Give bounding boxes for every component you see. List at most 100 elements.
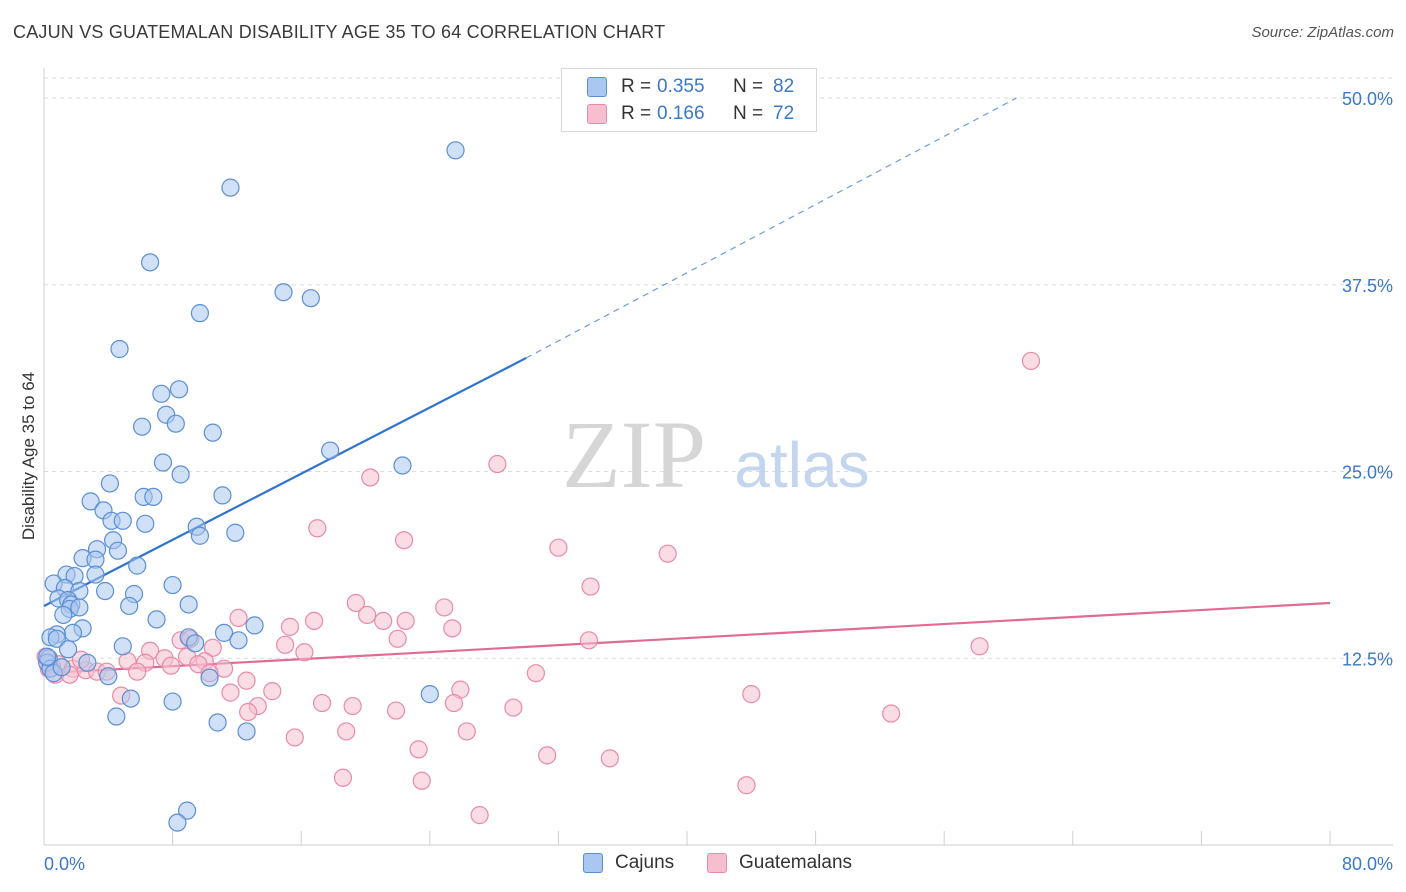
cajun-point <box>203 423 222 442</box>
label-layer: 12.5% 25.0% 37.5% 50.0% 0.0% 80.0% Disability … <box>19 89 1393 874</box>
cajun-point <box>147 610 166 629</box>
legend-r-value: 0.166 <box>657 103 705 124</box>
legend-row-cajuns: R = 0.355 N = 82 <box>587 75 794 99</box>
cajun-point <box>179 595 198 614</box>
cajun-point <box>186 634 205 653</box>
y-tick-label: 12.5% <box>1342 649 1393 669</box>
cajun-point <box>420 685 439 704</box>
cajun-point <box>52 658 71 677</box>
cajun-point <box>99 667 118 686</box>
guatemalan-point <box>412 771 431 790</box>
guatemalan-point <box>504 698 523 717</box>
cajun-point <box>121 689 140 708</box>
guatemalan-point <box>737 776 756 795</box>
cajun-point <box>153 453 173 472</box>
legend-n-value: 72 <box>773 103 795 124</box>
guatemalan-point <box>549 538 568 557</box>
source-label: Source: ZipAtlas.com <box>1251 24 1394 41</box>
watermark-zip: ZIP <box>562 401 706 508</box>
series-legend-cajuns[interactable]: Cajuns <box>583 852 674 874</box>
legend-n-label: N = <box>733 76 764 97</box>
guatemalan-point <box>581 577 600 596</box>
chart-title: CAJUN VS GUATEMALAN DISABILITY AGE 35 TO… <box>13 22 666 42</box>
cajun-point <box>86 565 105 584</box>
cajun-point <box>208 713 227 732</box>
guatemalan-point <box>409 740 428 759</box>
series-legend: Cajuns Guatemalans <box>0 852 1406 878</box>
guatemalan-point <box>444 693 464 713</box>
cajun-point <box>59 640 78 659</box>
guatemalan-point <box>457 722 476 741</box>
cajun-point <box>446 141 465 160</box>
guatemalan-point <box>295 643 314 662</box>
cajun-point <box>171 465 190 484</box>
cajun-point <box>169 380 189 399</box>
guatemalan-point <box>285 728 304 747</box>
cajun-point <box>47 629 66 648</box>
guatemalan-point <box>337 722 356 741</box>
cajun-point <box>166 414 185 433</box>
cajun-point <box>107 707 126 726</box>
y-tick-label: 25.0% <box>1342 463 1393 483</box>
points-layer <box>36 141 1041 832</box>
guatemalan-point <box>221 683 240 702</box>
cajun-point <box>245 616 264 635</box>
cajun-point <box>393 456 412 475</box>
guatemalan-point <box>343 696 362 716</box>
watermark-atlas: atlas <box>734 429 869 501</box>
cajun-point <box>113 511 132 530</box>
guatemalan-point <box>882 704 901 723</box>
guatemalan-point <box>276 635 295 654</box>
guatemalan-point <box>600 749 619 768</box>
cajun-point <box>163 575 182 595</box>
cajun-trend-extension <box>525 97 1017 359</box>
series-label-cajuns: Cajuns <box>615 852 675 873</box>
cajun-point <box>144 487 163 506</box>
cajun-point <box>63 623 83 642</box>
cajun-point <box>177 801 197 820</box>
guatemalan-point <box>443 619 462 638</box>
guatemalan-point <box>237 671 256 690</box>
cajun-point <box>221 178 240 197</box>
correlation-legend: R = 0.355 N = 82 R = 0.166 N = 72 <box>561 68 817 132</box>
guatemalan-point <box>161 656 181 675</box>
cajun-point <box>140 253 160 272</box>
cajun-point <box>213 486 232 505</box>
guatemalan-point <box>488 454 507 474</box>
cajun-point <box>95 581 115 601</box>
guatemalan-point <box>386 701 406 720</box>
guatemalan-point <box>346 593 365 613</box>
cajun-point <box>113 637 132 656</box>
cajun-point <box>128 556 147 575</box>
cajun-point <box>132 417 152 436</box>
series-legend-guatemalans[interactable]: Guatemalans <box>707 852 852 874</box>
guatemalan-point <box>526 664 545 683</box>
guatemalan-point <box>658 544 677 563</box>
guatemalan-point <box>312 693 332 713</box>
cajun-point <box>214 623 234 642</box>
legend-r-label: R = <box>621 103 652 124</box>
cajun-point <box>136 514 155 533</box>
series-label-guatemalans: Guatemalans <box>739 852 853 873</box>
cajun-point <box>274 283 293 302</box>
legend-r-value: 0.355 <box>657 76 705 97</box>
legend-n-label: N = <box>733 103 764 124</box>
guatemalan-point <box>394 531 414 550</box>
x-tick-label: 80.0% <box>1342 854 1393 874</box>
cajun-point <box>321 441 340 460</box>
cajun-point <box>70 598 89 617</box>
y-axis-title: Disability Age 35 to 64 <box>19 372 38 540</box>
cajun-trend-line <box>43 356 527 607</box>
cajun-point <box>54 605 73 625</box>
guatemalan-point <box>239 702 258 722</box>
guatemalan-point <box>1021 351 1041 371</box>
legend-swatch-cajuns <box>587 77 607 97</box>
cajun-point <box>108 541 128 560</box>
legend-n-value: 82 <box>773 76 795 97</box>
guatemalan-point <box>579 631 599 650</box>
cajun-point <box>168 813 187 832</box>
guatemalan-point <box>333 768 353 787</box>
cajun-point <box>200 668 219 687</box>
guatemalan-point <box>361 468 380 487</box>
